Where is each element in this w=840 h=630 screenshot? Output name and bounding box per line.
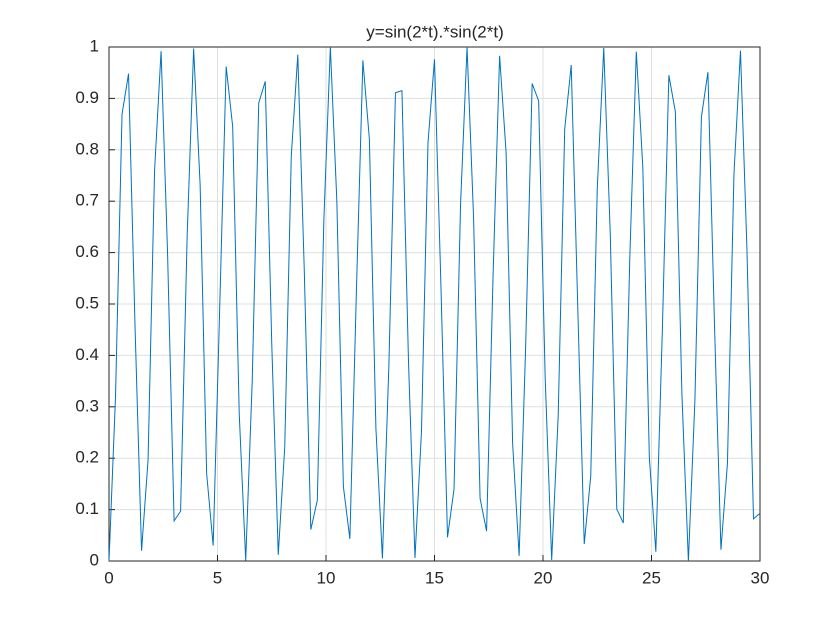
axes-box xyxy=(108,46,761,562)
x-tick-label: 30 xyxy=(751,568,770,587)
y-tick-label: 1 xyxy=(90,36,99,55)
y-tick-label: 0.1 xyxy=(75,499,99,518)
y-tick-label: 0 xyxy=(90,550,99,569)
x-tick-label: 5 xyxy=(213,568,222,587)
chart-title: y=sin(2*t).*sin(2*t) xyxy=(366,22,503,41)
x-tick-label: 15 xyxy=(425,568,444,587)
x-tick-label: 10 xyxy=(317,568,336,587)
y-tick-label: 0.8 xyxy=(75,139,99,158)
y-tick-label: 0.9 xyxy=(75,88,99,107)
y-tick-label: 0.7 xyxy=(75,191,99,210)
x-tick-label: 25 xyxy=(642,568,661,587)
y-tick-label: 0.2 xyxy=(75,448,99,467)
x-tick-label: 20 xyxy=(534,568,553,587)
y-tick-label: 0.6 xyxy=(75,242,99,261)
y-tick-label: 0.4 xyxy=(75,345,99,364)
data-line xyxy=(108,46,761,562)
y-tick-label: 0.3 xyxy=(75,396,99,415)
x-tick-label: 0 xyxy=(104,568,113,587)
y-tick-label: 0.5 xyxy=(75,293,99,312)
